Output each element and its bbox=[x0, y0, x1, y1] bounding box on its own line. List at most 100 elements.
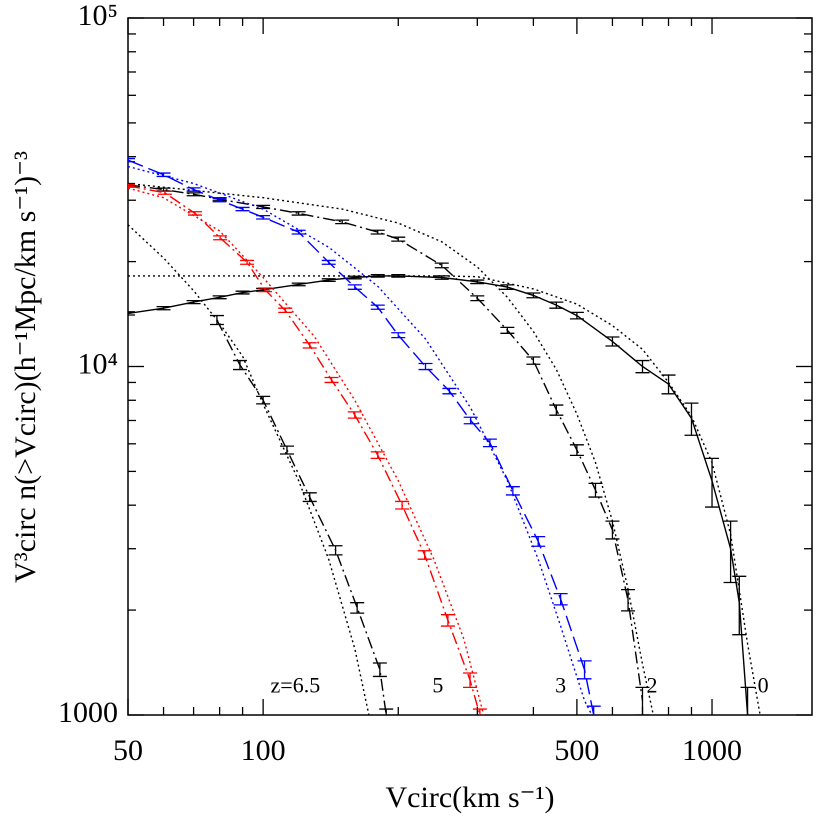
error-bar bbox=[577, 660, 592, 680]
error-bar bbox=[350, 602, 365, 614]
error-bar bbox=[605, 520, 620, 540]
error-bar bbox=[302, 492, 317, 503]
error-bar bbox=[256, 214, 271, 220]
series-line bbox=[128, 187, 485, 715]
annotation: 3 bbox=[555, 672, 566, 697]
error-bar bbox=[212, 295, 227, 300]
error-bar bbox=[549, 301, 564, 309]
error-bar bbox=[740, 686, 755, 715]
error-bar bbox=[291, 282, 306, 287]
error-bar bbox=[128, 183, 135, 188]
series-line bbox=[128, 185, 481, 715]
x-tick-label: 50 bbox=[113, 734, 143, 767]
error-bar bbox=[526, 356, 541, 365]
error-bar bbox=[434, 275, 449, 280]
y-tick-label: 10⁵ bbox=[78, 0, 118, 32]
error-bar bbox=[128, 157, 135, 163]
error-bar bbox=[440, 614, 455, 627]
error-bar bbox=[157, 190, 172, 195]
error-bar bbox=[635, 359, 650, 374]
plot-frame bbox=[127, 17, 813, 716]
error-bar bbox=[417, 550, 432, 560]
error-bar bbox=[569, 311, 584, 320]
x-tick-label: 100 bbox=[241, 734, 286, 767]
error-bar bbox=[470, 279, 485, 285]
error-bar bbox=[621, 588, 636, 612]
error-bar bbox=[335, 219, 350, 225]
error-bar bbox=[232, 359, 247, 371]
series-line bbox=[216, 319, 387, 715]
y-tick-label: 1000 bbox=[58, 696, 118, 729]
error-bar bbox=[661, 374, 676, 395]
error-bar bbox=[379, 708, 394, 715]
error-bar bbox=[684, 402, 699, 436]
y-axis-label: V³circ n(>Vcirc)(h⁻¹Mpc/km s⁻¹)⁻³ bbox=[9, 151, 42, 583]
error-bar bbox=[463, 416, 478, 425]
x-tick-label: 500 bbox=[554, 734, 599, 767]
error-bar bbox=[723, 520, 738, 584]
error-bar bbox=[463, 672, 478, 689]
error-bar bbox=[395, 500, 410, 510]
error-bar bbox=[569, 444, 584, 456]
annotation: z=6.5 bbox=[271, 672, 321, 697]
error-bar bbox=[240, 259, 255, 265]
error-bar bbox=[187, 211, 202, 216]
error-bar bbox=[235, 206, 250, 212]
error-bar bbox=[186, 187, 201, 192]
x-tick-label: 1000 bbox=[682, 734, 742, 767]
error-bar bbox=[588, 482, 603, 498]
series-line bbox=[128, 224, 370, 715]
error-bar bbox=[531, 535, 546, 547]
error-bar bbox=[321, 278, 336, 283]
error-bar bbox=[235, 290, 250, 295]
error-bar bbox=[553, 592, 568, 606]
error-bar bbox=[372, 662, 387, 678]
error-bar bbox=[347, 411, 362, 419]
error-bar bbox=[505, 486, 520, 496]
y-tick-label: 10⁴ bbox=[78, 347, 118, 380]
error-bar bbox=[258, 287, 273, 293]
error-bar bbox=[434, 262, 449, 269]
error-bar bbox=[586, 705, 601, 715]
series-line bbox=[128, 184, 644, 701]
error-bar bbox=[302, 342, 317, 349]
error-bar bbox=[500, 284, 515, 290]
error-bar bbox=[321, 259, 336, 265]
annotation: 0 bbox=[758, 672, 769, 697]
error-bar bbox=[442, 387, 457, 395]
error-bar bbox=[279, 445, 294, 455]
error-bar bbox=[291, 229, 306, 235]
error-bar bbox=[732, 575, 747, 636]
error-bar bbox=[370, 451, 385, 460]
error-bar bbox=[128, 311, 135, 316]
error-bar bbox=[186, 192, 201, 197]
error-bar bbox=[186, 300, 201, 305]
series-line bbox=[128, 182, 654, 715]
series-line bbox=[128, 275, 761, 715]
error-bar bbox=[470, 295, 485, 302]
error-bar bbox=[291, 211, 306, 216]
error-bar bbox=[278, 307, 293, 314]
series-line bbox=[128, 165, 593, 715]
error-bar bbox=[156, 306, 171, 311]
error-bar bbox=[324, 376, 339, 384]
error-bar bbox=[418, 362, 433, 371]
series-line bbox=[128, 275, 749, 715]
error-bar bbox=[370, 273, 385, 278]
error-bar bbox=[347, 284, 362, 290]
error-bar bbox=[705, 457, 720, 508]
error-bar bbox=[391, 236, 406, 242]
error-bar bbox=[328, 545, 343, 556]
series-line bbox=[128, 159, 595, 715]
annotation: 5 bbox=[432, 672, 443, 697]
error-bar bbox=[605, 336, 620, 347]
error-bar bbox=[213, 235, 228, 241]
error-bar bbox=[391, 332, 406, 339]
error-bar bbox=[212, 198, 227, 203]
error-bar bbox=[526, 292, 541, 299]
annotation: 2 bbox=[647, 672, 658, 697]
error-bar bbox=[549, 404, 564, 416]
error-bar bbox=[370, 229, 385, 235]
